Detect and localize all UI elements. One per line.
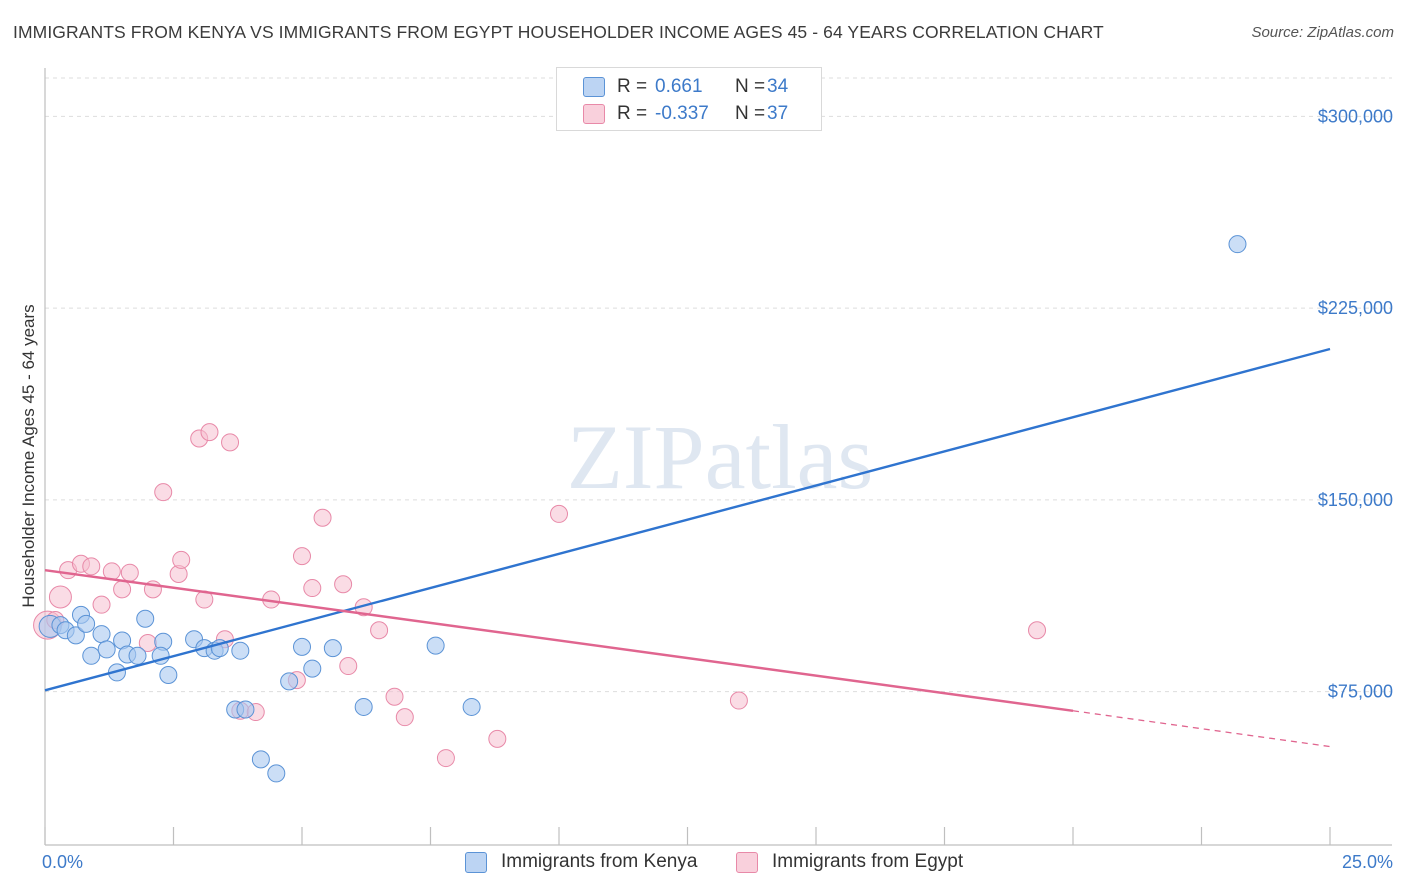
legend-item-kenya: Immigrants from Kenya (465, 851, 697, 873)
kenya-point (77, 614, 96, 633)
y-tick-label: $225,000 (1318, 298, 1393, 318)
legend-n-label: N = (735, 76, 766, 97)
egypt-point (82, 557, 101, 576)
source-label: Source: ZipAtlas.com (1251, 24, 1394, 41)
egypt-point (385, 687, 404, 706)
y-tick-labels: $75,000 $150,000 $225,000 $300,000 (1318, 106, 1393, 701)
egypt-point (339, 657, 358, 676)
legend-item-egypt: Immigrants from Egypt (736, 851, 963, 873)
egypt-point (370, 621, 389, 640)
egypt-point (729, 691, 748, 710)
kenya-point (97, 640, 116, 659)
kenya-point (82, 646, 101, 665)
egypt-point (293, 547, 311, 566)
egypt-swatch (583, 104, 605, 124)
kenya-point (303, 659, 322, 678)
egypt-point (1028, 621, 1047, 640)
kenya-point (354, 697, 373, 716)
egypt-point (92, 595, 111, 614)
kenya-point (236, 700, 255, 719)
kenya-point (136, 609, 155, 628)
watermark: ZIPatlas (567, 406, 874, 508)
kenya-legend-label: Immigrants from Kenya (501, 851, 698, 872)
chart-title: IMMIGRANTS FROM KENYA VS IMMIGRANTS FROM… (13, 22, 1104, 42)
egypt-trend-extension (1072, 710, 1331, 748)
egypt-point (172, 550, 191, 569)
kenya-point (1228, 235, 1247, 254)
y-tick-label: $75,000 (1328, 682, 1393, 702)
kenya-point (462, 697, 481, 716)
legend-r-value: 0.661 (655, 76, 703, 97)
kenya-point (251, 750, 270, 769)
egypt-point (113, 580, 132, 599)
kenya-point (92, 625, 111, 644)
kenya-point (293, 637, 311, 656)
egypt-trend-line (44, 568, 1074, 712)
legend-r-label: R = (617, 76, 648, 97)
egypt-point (200, 423, 219, 442)
stats-legend: R = 0.661 N = 34 R = -0.337 N = 37 (556, 67, 822, 131)
egypt-point (436, 749, 455, 768)
kenya-point (231, 641, 250, 660)
axes (44, 68, 1392, 846)
x-tick-max: 25.0% (1341, 852, 1393, 872)
grid-lines (45, 77, 1392, 693)
legend-r-value: -0.337 (655, 103, 709, 124)
legend-row-egypt: R = -0.337 N = 37 (557, 100, 788, 128)
egypt-point (154, 483, 173, 502)
legend-n-value: 34 (767, 76, 789, 97)
series-legend: Immigrants from Kenya Immigrants from Eg… (0, 851, 1406, 877)
legend-n-label: N = (735, 103, 766, 124)
y-tick-label: $150,000 (1318, 490, 1393, 510)
kenya-point (267, 764, 286, 783)
egypt-point (550, 504, 568, 523)
kenya-trend-line (44, 347, 1331, 692)
egypt-legend-swatch (736, 851, 758, 873)
egypt-point (303, 579, 322, 598)
trend-lines (44, 347, 1331, 748)
kenya-point (159, 665, 178, 684)
kenya-points (38, 235, 1247, 783)
egypt-point (334, 575, 353, 594)
egypt-point (488, 729, 507, 748)
x-tick-min: 0.0% (42, 852, 84, 872)
egypt-point (395, 708, 414, 727)
egypt-points (33, 423, 1047, 768)
kenya-point (426, 636, 445, 655)
y-axis-label: Householder Income Ages 45 - 64 years (19, 304, 38, 608)
kenya-point (128, 646, 147, 665)
egypt-point (120, 563, 139, 582)
egypt-point (221, 433, 240, 452)
kenya-point (66, 626, 85, 645)
kenya-point (323, 639, 342, 658)
legend-row-kenya: R = 0.661 N = 34 (557, 73, 788, 101)
legend-r-label: R = (617, 103, 648, 124)
egypt-legend-label: Immigrants from Egypt (772, 851, 964, 872)
kenya-swatch (583, 77, 605, 97)
egypt-point (48, 585, 72, 609)
egypt-point (313, 508, 332, 527)
kenya-point (280, 672, 299, 691)
y-tick-label: $300,000 (1318, 106, 1393, 126)
legend-n-value: 37 (767, 103, 789, 124)
kenya-legend-swatch (465, 851, 487, 873)
